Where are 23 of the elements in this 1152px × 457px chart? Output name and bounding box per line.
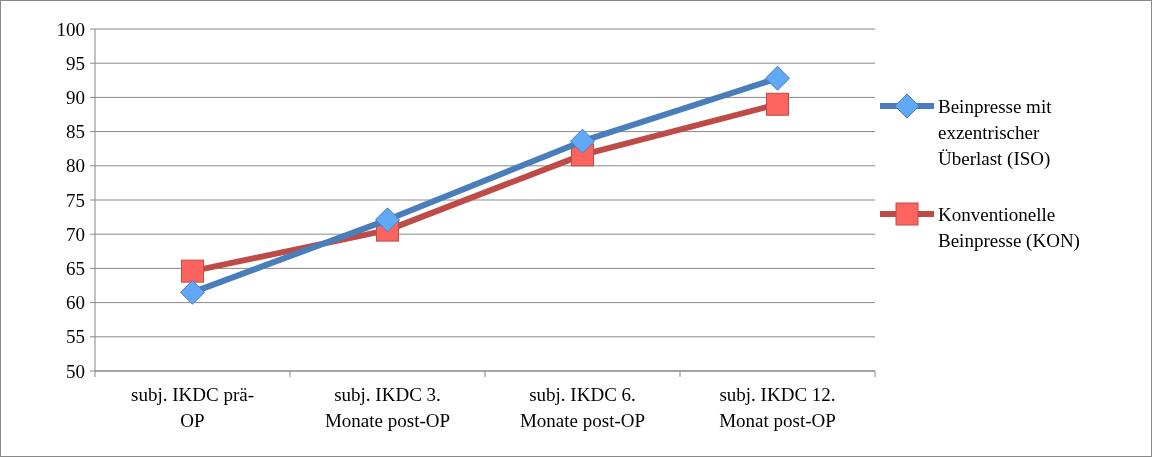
x-tick-label: subj. IKDC 12. Monat post-OP (719, 384, 836, 431)
x-tick-label: subj. IKDC 6. Monate post-OP (519, 384, 646, 431)
y-tick-label: 80 (66, 155, 85, 177)
point (181, 259, 204, 283)
y-tick-label: 75 (66, 189, 85, 211)
y-tick-label: 85 (66, 121, 85, 143)
y-tick-label: 60 (66, 292, 85, 314)
point (180, 279, 205, 305)
y-tick-label: 55 (66, 326, 85, 348)
legend-label: Konventionelle Beinpresse (KON) (938, 203, 1080, 252)
y-tick-label: 50 (66, 360, 85, 382)
x-tick-label: subj. IKDC 3. Monate post-OP (324, 384, 451, 431)
point (765, 65, 790, 91)
y-tick-label: 95 (66, 52, 85, 74)
point (766, 92, 789, 116)
x-tick-label: subj. IKDC prä-OP (131, 384, 254, 431)
point (375, 207, 400, 233)
legend-label: Beinpresse mit exzentrischer Überlast (ISO) (938, 95, 1053, 170)
y-tick-label: 90 (66, 87, 85, 109)
y-tick-label: 65 (66, 258, 85, 280)
point (570, 128, 595, 154)
y-tick-label: 70 (66, 223, 85, 245)
y-tick-label: 100 (56, 18, 85, 40)
